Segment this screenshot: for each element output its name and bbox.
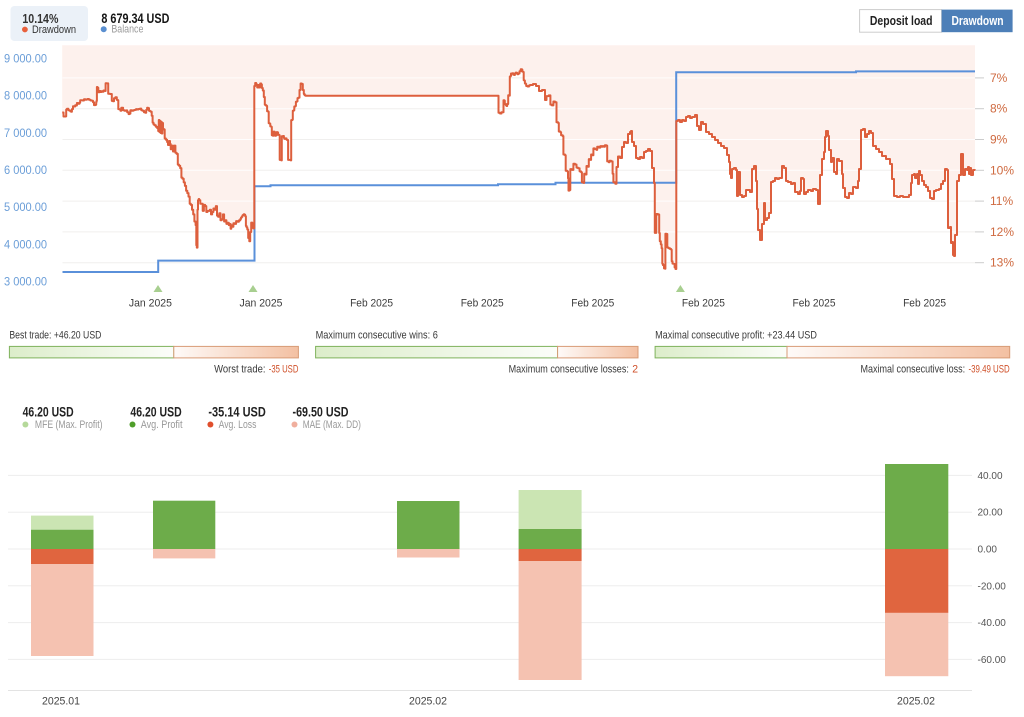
svg-text:-35.14 USD: -35.14 USD	[208, 404, 265, 420]
svg-text:40.00: 40.00	[978, 471, 1003, 482]
svg-text:MFE (Max. Profit): MFE (Max. Profit)	[35, 419, 103, 431]
svg-text:13%: 13%	[990, 256, 1014, 270]
svg-text:11%: 11%	[990, 194, 1013, 208]
svg-text:Worst trade:: Worst trade:	[214, 364, 265, 376]
svg-text:Feb 2025: Feb 2025	[571, 298, 614, 310]
svg-text:3 000.00: 3 000.00	[4, 277, 47, 289]
svg-text:5 000.00: 5 000.00	[4, 202, 47, 214]
svg-text:Feb 2025: Feb 2025	[793, 298, 836, 310]
svg-text:7%: 7%	[990, 71, 1008, 85]
svg-text:Maximum consecutive wins: 6: Maximum consecutive wins: 6	[316, 330, 438, 342]
svg-text:-69.50 USD: -69.50 USD	[293, 404, 349, 420]
svg-text:-60.00: -60.00	[978, 655, 1007, 666]
svg-text:6 000.00: 6 000.00	[4, 165, 47, 177]
svg-text:Jan 2025: Jan 2025	[240, 298, 283, 310]
svg-text:0.00: 0.00	[978, 545, 998, 556]
svg-text:Balance: Balance	[111, 23, 143, 35]
svg-text:Feb 2025: Feb 2025	[682, 298, 725, 310]
svg-text:Drawdown: Drawdown	[32, 24, 76, 36]
svg-text:Maximal consecutive profit: +2: Maximal consecutive profit: +23.44 USD	[655, 330, 817, 342]
svg-text:46.20 USD: 46.20 USD	[23, 404, 74, 420]
svg-text:2025.02: 2025.02	[897, 696, 935, 708]
svg-text:-40.00: -40.00	[978, 618, 1007, 629]
svg-text:MAE (Max. DD): MAE (Max. DD)	[303, 419, 361, 431]
svg-text:-39.49 USD: -39.49 USD	[969, 364, 1010, 376]
svg-text:4 000.00: 4 000.00	[4, 239, 47, 251]
svg-text:9%: 9%	[990, 133, 1008, 147]
svg-text:8 679.34 USD: 8 679.34 USD	[101, 11, 169, 26]
svg-text:-35 USD: -35 USD	[269, 364, 299, 376]
svg-text:Drawdown: Drawdown	[952, 13, 1004, 28]
svg-text:7 000.00: 7 000.00	[4, 128, 47, 140]
svg-text:-20.00: -20.00	[978, 581, 1007, 592]
svg-text:8%: 8%	[990, 102, 1008, 116]
svg-text:2025.02: 2025.02	[409, 696, 447, 708]
svg-text:Avg. Loss: Avg. Loss	[219, 419, 257, 431]
svg-text:2: 2	[632, 364, 638, 376]
svg-text:Feb 2025: Feb 2025	[350, 298, 393, 310]
svg-text:10.14%: 10.14%	[22, 11, 58, 26]
svg-text:9 000.00: 9 000.00	[4, 53, 47, 65]
svg-text:2025.01: 2025.01	[42, 696, 80, 708]
svg-text:Avg. Profit: Avg. Profit	[141, 419, 183, 431]
svg-text:Feb 2025: Feb 2025	[903, 298, 946, 310]
svg-text:46.20 USD: 46.20 USD	[130, 404, 181, 420]
svg-text:8 000.00: 8 000.00	[4, 91, 47, 103]
svg-text:12%: 12%	[990, 225, 1014, 239]
svg-text:Maximal consecutive loss:: Maximal consecutive loss:	[861, 364, 966, 376]
svg-text:20.00: 20.00	[978, 508, 1003, 519]
svg-text:Feb 2025: Feb 2025	[461, 298, 504, 310]
svg-text:Jan 2025: Jan 2025	[129, 298, 172, 310]
svg-text:Best trade: +46.20 USD: Best trade: +46.20 USD	[9, 330, 101, 342]
svg-text:10%: 10%	[990, 163, 1014, 177]
svg-text:Deposit load: Deposit load	[870, 13, 933, 28]
svg-text:Maximum consecutive losses:: Maximum consecutive losses:	[509, 364, 629, 376]
